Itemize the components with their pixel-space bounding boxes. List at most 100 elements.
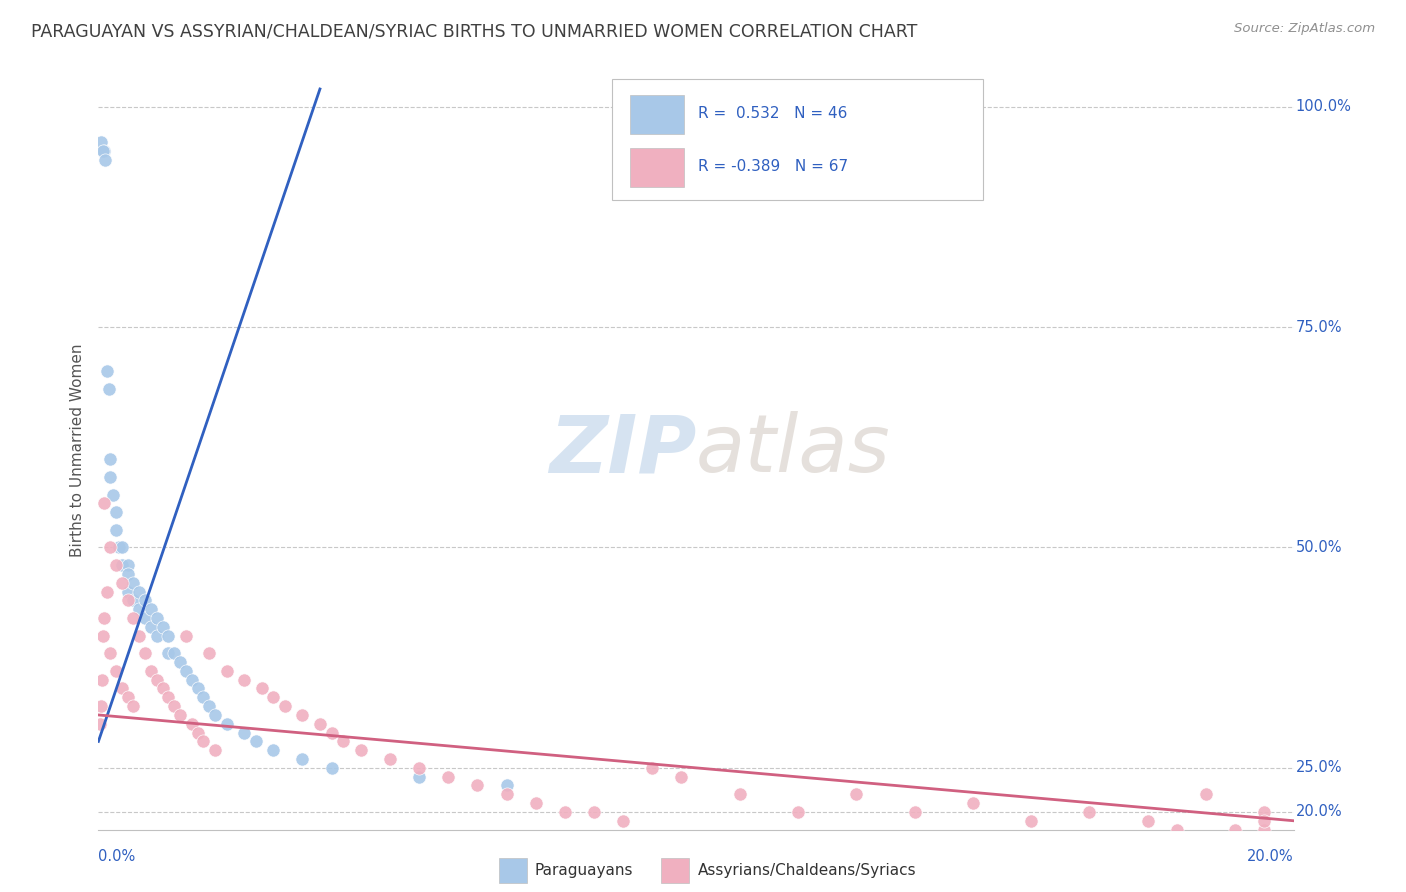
Point bbox=[117, 584, 139, 599]
Text: ZIP: ZIP bbox=[548, 411, 696, 490]
Point bbox=[1166, 822, 1188, 837]
Point bbox=[163, 699, 186, 714]
Point bbox=[111, 575, 134, 590]
Point bbox=[1195, 787, 1218, 801]
Point bbox=[94, 153, 117, 167]
Point bbox=[233, 725, 256, 739]
Point bbox=[180, 673, 202, 687]
Text: PARAGUAYAN VS ASSYRIAN/CHALDEAN/SYRIAC BIRTHS TO UNMARRIED WOMEN CORRELATION CHA: PARAGUAYAN VS ASSYRIAN/CHALDEAN/SYRIAC B… bbox=[31, 22, 917, 40]
Point bbox=[1253, 814, 1275, 828]
Point bbox=[139, 602, 162, 616]
Point bbox=[1019, 814, 1042, 828]
Point bbox=[467, 779, 489, 793]
Point bbox=[134, 611, 156, 625]
Point bbox=[180, 716, 202, 731]
Point bbox=[104, 558, 127, 572]
Point bbox=[408, 761, 430, 775]
Point bbox=[215, 664, 238, 678]
Point bbox=[157, 690, 180, 705]
Point bbox=[174, 664, 197, 678]
Point bbox=[111, 681, 134, 696]
Point bbox=[145, 673, 167, 687]
Point bbox=[117, 690, 139, 705]
Point bbox=[145, 629, 167, 643]
Point bbox=[91, 629, 114, 643]
Point bbox=[93, 611, 115, 625]
Point bbox=[274, 699, 297, 714]
Point bbox=[245, 734, 267, 748]
Point bbox=[1225, 822, 1247, 837]
Point bbox=[108, 541, 131, 555]
Point bbox=[495, 787, 517, 801]
Bar bbox=[630, 95, 685, 135]
Point bbox=[111, 541, 134, 555]
Text: 100.0%: 100.0% bbox=[1296, 99, 1351, 114]
Bar bbox=[630, 148, 685, 187]
Text: Source: ZipAtlas.com: Source: ZipAtlas.com bbox=[1234, 22, 1375, 36]
Point bbox=[262, 690, 284, 705]
Point bbox=[128, 629, 150, 643]
Point bbox=[122, 611, 145, 625]
Text: Paraguayans: Paraguayans bbox=[534, 863, 633, 878]
Text: R =  0.532   N = 46: R = 0.532 N = 46 bbox=[699, 105, 848, 120]
Point bbox=[291, 752, 314, 766]
Point bbox=[90, 699, 112, 714]
FancyBboxPatch shape bbox=[613, 79, 983, 201]
Point bbox=[157, 646, 180, 660]
Point bbox=[128, 584, 150, 599]
Point bbox=[350, 743, 373, 757]
Point bbox=[524, 796, 547, 810]
Point bbox=[903, 805, 925, 819]
Point bbox=[98, 452, 121, 467]
Point bbox=[1078, 805, 1101, 819]
Text: 50.0%: 50.0% bbox=[1296, 540, 1343, 555]
Point bbox=[91, 144, 114, 158]
Point bbox=[104, 523, 127, 537]
Point bbox=[554, 805, 576, 819]
Point bbox=[122, 593, 145, 607]
Point bbox=[89, 716, 111, 731]
Y-axis label: Births to Unmarried Women: Births to Unmarried Women bbox=[69, 343, 84, 558]
Point bbox=[169, 708, 191, 723]
Point bbox=[845, 787, 868, 801]
Point bbox=[98, 646, 121, 660]
Point bbox=[122, 575, 145, 590]
Point bbox=[96, 584, 118, 599]
Point bbox=[962, 796, 984, 810]
Point bbox=[204, 743, 226, 757]
Point bbox=[215, 716, 238, 731]
Text: 25.0%: 25.0% bbox=[1296, 760, 1343, 775]
Text: 20.0%: 20.0% bbox=[1247, 848, 1294, 863]
Point bbox=[612, 814, 634, 828]
Point bbox=[309, 716, 332, 731]
Text: 0.0%: 0.0% bbox=[98, 848, 135, 863]
Point bbox=[1253, 831, 1275, 846]
Point bbox=[321, 761, 343, 775]
Point bbox=[233, 673, 256, 687]
Point bbox=[104, 664, 127, 678]
Point bbox=[437, 770, 460, 784]
Point bbox=[145, 611, 167, 625]
Point bbox=[122, 699, 145, 714]
Point bbox=[186, 681, 208, 696]
Point bbox=[134, 646, 156, 660]
Point bbox=[97, 382, 120, 396]
Point bbox=[104, 505, 127, 519]
Text: R = -0.389   N = 67: R = -0.389 N = 67 bbox=[699, 159, 848, 174]
Point bbox=[134, 593, 156, 607]
Point bbox=[93, 496, 115, 510]
Point bbox=[169, 655, 191, 669]
Point bbox=[671, 770, 693, 784]
Point bbox=[495, 779, 517, 793]
Point bbox=[378, 752, 401, 766]
Text: Assyrians/Chaldeans/Syriacs: Assyrians/Chaldeans/Syriacs bbox=[697, 863, 915, 878]
Point bbox=[204, 708, 226, 723]
Point bbox=[321, 725, 343, 739]
Point bbox=[139, 664, 162, 678]
Point bbox=[111, 558, 134, 572]
Point bbox=[1253, 822, 1275, 837]
Point bbox=[117, 558, 139, 572]
Point bbox=[787, 805, 810, 819]
Point bbox=[408, 770, 430, 784]
Point bbox=[174, 629, 197, 643]
